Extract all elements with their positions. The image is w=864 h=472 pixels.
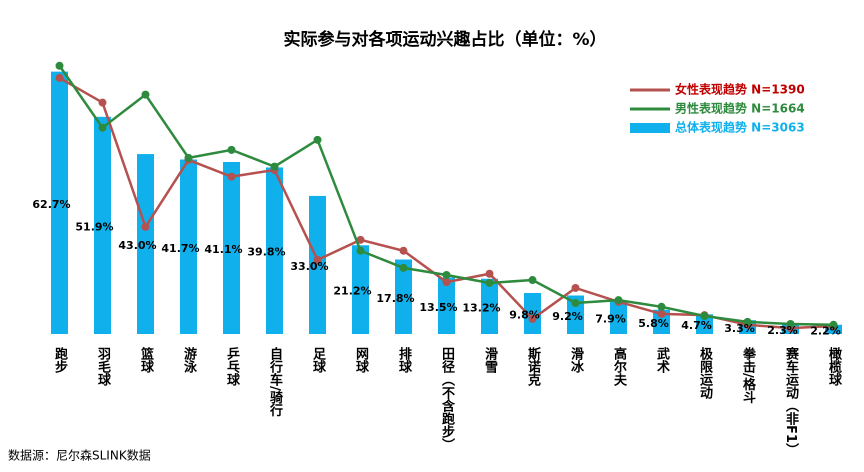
bar bbox=[567, 295, 584, 334]
bar bbox=[438, 277, 455, 334]
trend-point bbox=[485, 278, 494, 287]
trend-point bbox=[528, 276, 537, 285]
legend-label: 女性表现趋势 N=1390 bbox=[675, 82, 805, 97]
trend-point bbox=[399, 263, 408, 272]
data-label: 4.7% bbox=[681, 319, 712, 332]
x-tick-label: 极限运动 bbox=[697, 346, 713, 400]
bar bbox=[352, 245, 369, 334]
x-tick-label: 滑冰 bbox=[568, 346, 584, 374]
x-tick-label: 排球 bbox=[396, 346, 412, 374]
data-label: 13.2% bbox=[462, 301, 500, 314]
chart-title: 实际参与对各项运动兴趣占比（单位：%） bbox=[283, 29, 606, 50]
data-label: 33.0% bbox=[290, 260, 328, 273]
trend-point bbox=[700, 312, 709, 321]
data-label: 3.3% bbox=[724, 322, 755, 335]
x-tick-label: 拳击/格斗 bbox=[740, 346, 757, 405]
trend-point bbox=[356, 235, 365, 244]
trend-point bbox=[485, 269, 494, 278]
legend-label: 男性表现趋势 N=1664 bbox=[675, 101, 805, 116]
bar bbox=[180, 159, 197, 334]
source-note: 数据源：尼尔森SLINK数据 bbox=[8, 448, 151, 463]
data-label: 41.7% bbox=[161, 242, 199, 255]
trend-point bbox=[399, 246, 408, 255]
x-tick-label: 足球 bbox=[310, 347, 326, 374]
bar bbox=[481, 278, 498, 334]
data-label: 41.1% bbox=[204, 243, 242, 256]
data-label: 51.9% bbox=[75, 220, 113, 233]
data-label: 7.9% bbox=[595, 312, 626, 325]
data-label: 39.8% bbox=[247, 246, 285, 259]
x-tick-label: 跑步 bbox=[52, 346, 68, 374]
trend-point bbox=[55, 73, 64, 82]
bar bbox=[395, 259, 412, 334]
x-tick-label: 网球 bbox=[353, 347, 369, 374]
bar bbox=[223, 162, 240, 334]
bar bbox=[51, 71, 68, 334]
data-label: 2.3% bbox=[767, 324, 798, 337]
x-tick-label: 篮球 bbox=[138, 346, 155, 374]
x-tick-label: 游泳 bbox=[181, 346, 197, 374]
x-tick-label: 羽毛球 bbox=[95, 347, 111, 387]
trend-point bbox=[98, 98, 107, 107]
trend-point bbox=[442, 278, 451, 287]
trend-point bbox=[270, 162, 279, 171]
data-label: 17.8% bbox=[376, 292, 414, 305]
bar bbox=[610, 300, 627, 334]
trend-point bbox=[442, 270, 451, 279]
data-label: 43.0% bbox=[118, 239, 156, 252]
trend-point bbox=[657, 309, 666, 318]
trend-point bbox=[356, 246, 365, 255]
trend-point bbox=[184, 153, 193, 162]
trend-point bbox=[98, 123, 107, 132]
data-label: 21.2% bbox=[333, 285, 371, 298]
x-tick-label: 自行车/骑行 bbox=[267, 346, 284, 418]
bar bbox=[309, 195, 326, 334]
bar bbox=[266, 167, 283, 334]
x-tick-label: 赛车运动（非F1） bbox=[783, 346, 800, 455]
trend-point bbox=[571, 283, 580, 292]
x-tick-label: 橄榄球 bbox=[826, 346, 842, 387]
trend-point bbox=[313, 255, 322, 264]
trend-point bbox=[829, 320, 838, 329]
x-tick-label: 田径（不含跑步） bbox=[439, 347, 456, 451]
legend-swatch bbox=[630, 123, 670, 133]
data-label: 62.7% bbox=[32, 198, 70, 211]
bar bbox=[696, 314, 713, 334]
trend-point bbox=[227, 145, 236, 154]
trend-point bbox=[313, 135, 322, 144]
trend-point bbox=[528, 314, 537, 323]
x-tick-label: 滑雪 bbox=[482, 346, 498, 374]
trend-point bbox=[227, 172, 236, 181]
trend-point bbox=[786, 319, 795, 328]
bar bbox=[94, 116, 111, 335]
bar bbox=[137, 154, 154, 334]
legend-label: 总体表现趋势 N=3063 bbox=[675, 120, 805, 135]
bar bbox=[653, 309, 670, 334]
trend-point bbox=[571, 299, 580, 308]
trend-point bbox=[141, 222, 150, 231]
x-tick-label: 高尔夫 bbox=[611, 346, 627, 387]
data-label: 9.2% bbox=[552, 310, 583, 323]
x-tick-label: 乒乓球 bbox=[224, 346, 240, 387]
x-tick-label: 武术 bbox=[654, 346, 671, 374]
data-label: 13.5% bbox=[419, 301, 457, 314]
data-label: 2.2% bbox=[810, 324, 841, 337]
bar bbox=[524, 292, 541, 334]
data-label: 5.8% bbox=[638, 317, 669, 330]
data-label: 9.8% bbox=[509, 308, 540, 321]
trend-point bbox=[743, 317, 752, 326]
trend-point bbox=[141, 90, 150, 99]
trend-point bbox=[657, 302, 666, 311]
x-tick-label: 斯诺克 bbox=[525, 346, 541, 387]
trend-point bbox=[55, 61, 64, 70]
trend-point bbox=[614, 296, 623, 305]
